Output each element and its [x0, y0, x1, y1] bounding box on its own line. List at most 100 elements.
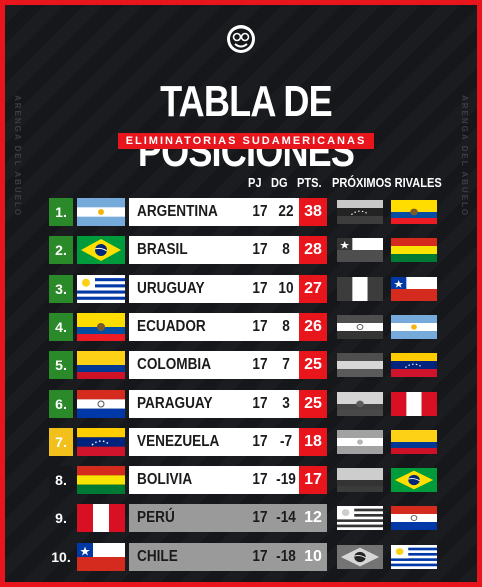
position-number: 8.: [49, 466, 73, 495]
team-name: COLOMBIA: [137, 356, 212, 374]
position-number: 10.: [51, 548, 71, 565]
table-row: 8. BOLIVIA 17 -19 17: [49, 466, 437, 495]
side-watermark-left: ARENGA DEL ABUELO: [13, 95, 22, 218]
bolivia-flag-grayscale-icon: [337, 353, 383, 378]
venezuela-flag-icon: [77, 427, 125, 456]
team-cell: URUGUAY 17 10: [129, 274, 299, 303]
brazil-flag-grayscale-icon: [337, 544, 383, 569]
paraguay-flag-grayscale-icon: [337, 314, 383, 339]
team-cell: COLOMBIA 17 7: [129, 351, 299, 380]
team-name: BRASIL: [137, 241, 188, 259]
position-number: 1.: [49, 198, 73, 226]
goal-diff-value: -19: [276, 471, 296, 489]
played-value: 17: [252, 241, 268, 259]
position-number: 7.: [49, 427, 73, 456]
played-value: 17: [252, 471, 268, 489]
table-row: 6. PARAGUAY 17 3 25: [49, 389, 437, 418]
team-name: CHILE: [137, 547, 178, 565]
position-number: 9.: [55, 510, 67, 527]
chile-flag-grayscale-icon: [337, 238, 383, 263]
table-row: 7. VENEZUELA 17 -7 18: [49, 427, 437, 456]
team-name: BOLIVIA: [137, 471, 193, 489]
colombia-flag-icon: [77, 351, 125, 380]
argentina-flag-icon: [77, 198, 125, 226]
goal-diff-value: 22: [278, 203, 294, 220]
bolivia-flag-icon: [391, 238, 437, 263]
header-rivales: PRÓXIMOS RIVALES: [332, 175, 442, 190]
played-value: 17: [252, 509, 268, 527]
position-number: 4.: [49, 312, 73, 341]
table-row: 4. ECUADOR 17 8 26: [49, 312, 437, 341]
team-cell: ARGENTINA 17 22: [129, 198, 299, 226]
team-cell: ECUADOR 17 8: [129, 312, 299, 341]
goal-diff-value: 3: [282, 394, 290, 412]
team-name: ARGENTINA: [137, 203, 218, 220]
header-dg: DG: [271, 175, 288, 190]
goal-diff-value: 7: [282, 356, 290, 374]
goal-diff-value: -7: [279, 432, 293, 450]
side-watermark-right: ARENGA DEL ABUELO: [460, 95, 469, 218]
ecuador-flag-grayscale-icon: [337, 391, 383, 416]
played-value: 17: [252, 394, 268, 412]
position-number: 3.: [49, 274, 73, 303]
team-cell: BOLIVIA 17 -19: [129, 466, 299, 495]
team-cell: CHILE 17 -18: [129, 542, 299, 571]
table-row: 5. COLOMBIA 17 7 25: [49, 351, 437, 380]
points-value: 18: [299, 427, 327, 456]
position-number: 6.: [49, 389, 73, 418]
points-value: 25: [299, 351, 327, 380]
colombia-flag-grayscale-icon: [337, 468, 383, 493]
goal-diff-value: 10: [278, 279, 294, 297]
table-row: 3. URUGUAY 17 10 27: [49, 274, 437, 303]
team-name: PARAGUAY: [137, 394, 213, 412]
goal-diff-value: -14: [276, 509, 296, 527]
points-value: 17: [299, 466, 327, 495]
played-value: 17: [252, 547, 268, 565]
grandpa-logo-icon: [225, 23, 257, 55]
team-name: PERÚ: [137, 509, 175, 527]
brazil-flag-icon: [391, 468, 437, 493]
uruguay-flag-icon: [391, 544, 437, 569]
played-value: 17: [252, 432, 268, 450]
ecuador-flag-icon: [391, 200, 437, 224]
peru-flag-icon: [77, 504, 125, 533]
played-value: 17: [252, 356, 268, 374]
chile-flag-icon: [391, 276, 437, 301]
paraguay-flag-icon: [77, 389, 125, 418]
ecuador-flag-icon: [77, 312, 125, 341]
venezuela-flag-icon: [391, 353, 437, 378]
points-value: 10: [299, 542, 327, 571]
team-cell: BRASIL 17 8: [129, 236, 299, 265]
header-pj: PJ: [248, 175, 262, 190]
played-value: 17: [252, 203, 268, 220]
team-name: VENEZUELA: [137, 432, 220, 450]
page-subtitle: ELIMINATORIAS SUDAMERICANAS: [117, 133, 375, 149]
team-cell: PERÚ 17 -14: [129, 504, 299, 533]
peru-flag-icon: [391, 391, 437, 416]
argentina-flag-icon: [391, 314, 437, 339]
argentina-flag-grayscale-icon: [337, 429, 383, 454]
team-name: URUGUAY: [137, 279, 205, 297]
table-row: 2. BRASIL 17 8 28: [49, 236, 437, 265]
team-cell: PARAGUAY 17 3: [129, 389, 299, 418]
goal-diff-value: 8: [282, 317, 290, 335]
subtitle-wrap: ELIMINATORIAS SUDAMERICANAS: [5, 131, 477, 149]
peru-flag-grayscale-icon: [337, 276, 383, 301]
position-number: 2.: [49, 236, 73, 265]
played-value: 17: [252, 317, 268, 335]
team-cell: VENEZUELA 17 -7: [129, 427, 299, 456]
page-title: TABLA DE POSICIONES: [137, 77, 355, 176]
played-value: 17: [252, 279, 268, 297]
points-value: 27: [299, 274, 327, 303]
team-name: ECUADOR: [137, 317, 206, 335]
chile-flag-icon: [77, 542, 125, 571]
points-value: 38: [299, 198, 327, 226]
bolivia-flag-icon: [77, 466, 125, 495]
points-value: 12: [299, 504, 327, 533]
brazil-flag-icon: [77, 236, 125, 265]
goal-diff-value: 8: [282, 241, 290, 259]
goal-diff-value: -18: [276, 547, 296, 565]
paraguay-flag-icon: [391, 506, 437, 531]
table-row: 9. PERÚ 17 -14 12: [49, 504, 437, 533]
